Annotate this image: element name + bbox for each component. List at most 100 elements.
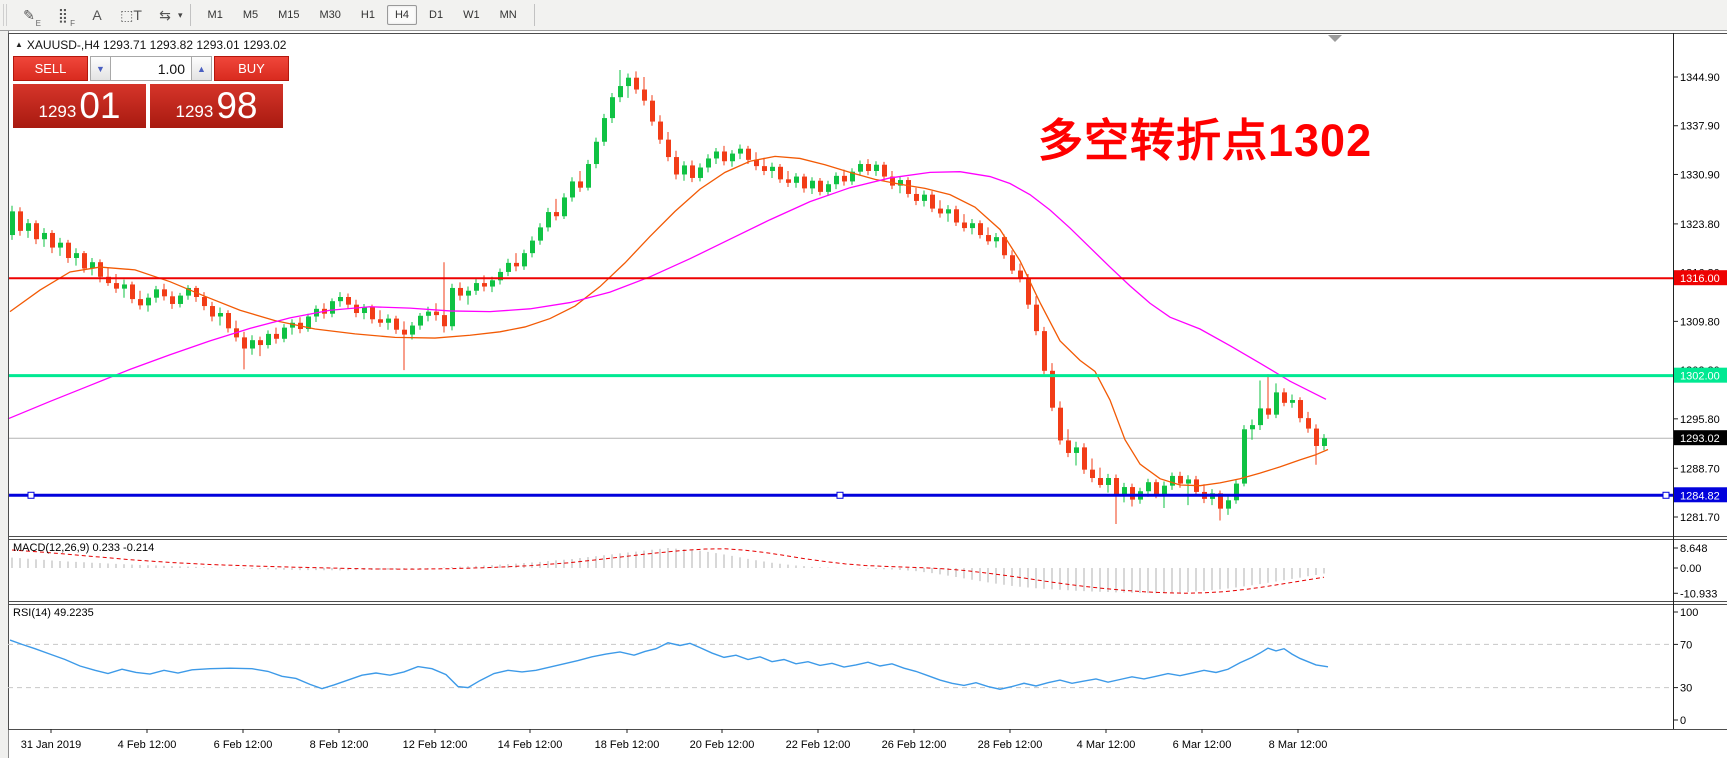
candle [802, 176, 807, 189]
ma-slow-line [7, 171, 1327, 420]
candle [90, 262, 95, 269]
timeframe-button-h1[interactable]: H1 [360, 9, 375, 21]
buy-price-pips: 98 [216, 85, 258, 126]
volume-input[interactable] [111, 56, 191, 81]
candle [994, 237, 999, 242]
line-handle[interactable] [836, 491, 844, 499]
line-handle[interactable] [27, 491, 35, 499]
candle [378, 319, 383, 323]
buy-button[interactable]: BUY [214, 56, 289, 81]
candle [562, 197, 567, 217]
candle [130, 284, 135, 300]
candle [842, 175, 847, 182]
date-axis-label: 4 Mar 12:00 [1077, 739, 1136, 751]
buy-price-display[interactable]: 1293 98 [150, 84, 283, 128]
candle [282, 327, 287, 339]
candle [1074, 447, 1079, 453]
axis-price-flag [1674, 487, 1727, 503]
timeframe-button-d1[interactable]: D1 [429, 9, 444, 21]
candle [1306, 418, 1311, 429]
grid-properties-icon[interactable]: ⣿ F [57, 6, 75, 29]
candle [290, 322, 295, 328]
candle [570, 181, 575, 198]
sell-button[interactable]: SELL [13, 56, 88, 81]
candle [786, 179, 791, 183]
shapes-arrows-icon[interactable]: ⇆ [159, 6, 171, 23]
candle [1314, 428, 1319, 446]
candle [554, 212, 559, 217]
candle [762, 166, 767, 171]
candle [578, 181, 583, 188]
toolbar-grip[interactable] [3, 4, 8, 26]
candle [482, 283, 487, 287]
macd-axis-label: 8.648 [1680, 543, 1708, 555]
candle [674, 157, 679, 175]
timeframe-button-w1[interactable]: W1 [463, 9, 480, 21]
axis-price-flag-text: 1302.00 [1680, 371, 1720, 383]
sell-price-main: 1293 [38, 102, 77, 121]
candle [698, 167, 703, 178]
candle [986, 235, 991, 242]
candle [202, 296, 207, 307]
candle [722, 151, 727, 162]
timeframe-button-h4[interactable]: H4 [386, 5, 418, 25]
draw-style-icon[interactable]: ✎ E [23, 6, 41, 29]
candle [410, 325, 415, 335]
volume-decrease-button[interactable]: ▼ [90, 56, 111, 81]
toolbar-separator [189, 4, 191, 26]
rsi-axis-label: 100 [1680, 607, 1698, 619]
volume-increase-button[interactable]: ▲ [191, 56, 212, 81]
symbol-ohlc-header: ▲ XAUUSD-,H4 1293.71 1293.82 1293.01 1293… [15, 38, 286, 52]
price-axis-label: 1323.80 [1680, 219, 1720, 231]
candle [18, 211, 23, 231]
axis-price-flag [1674, 430, 1727, 446]
price-axis-label: 1281.70 [1680, 512, 1720, 524]
text-label-icon[interactable]: ⬚T [120, 6, 142, 23]
candle [42, 232, 47, 240]
candle [1234, 483, 1239, 501]
timeframe-button-m1[interactable]: M1 [207, 9, 223, 21]
candle [458, 287, 463, 296]
collapse-arrow-icon[interactable]: ▲ [15, 40, 23, 49]
date-axis-label: 20 Feb 12:00 [690, 739, 755, 751]
axis-price-flag [1674, 367, 1727, 383]
timeframe-button-mn[interactable]: MN [499, 9, 517, 21]
candle [1082, 447, 1087, 470]
candle [1226, 500, 1231, 509]
date-axis-label: 14 Feb 12:00 [498, 739, 563, 751]
candle [954, 209, 959, 223]
date-axis-label: 28 Feb 12:00 [978, 739, 1043, 751]
candle [594, 141, 599, 165]
date-axis-label: 12 Feb 12:00 [403, 739, 468, 751]
candle [514, 262, 519, 267]
timeframe-button-m30[interactable]: M30 [319, 9, 341, 21]
line-handle[interactable] [1662, 491, 1670, 499]
chart-canvas[interactable]: 1344.901337.901330.901323.801316.801309.… [0, 31, 1727, 758]
candle [874, 164, 879, 171]
price-axis-label: 1295.80 [1680, 414, 1720, 426]
candle [906, 180, 911, 194]
chart-shift-marker[interactable] [1328, 35, 1342, 42]
candle [26, 223, 31, 231]
date-axis-label: 6 Feb 12:00 [214, 739, 273, 751]
candle [394, 318, 399, 330]
candle [1122, 487, 1127, 495]
sell-price-display[interactable]: 1293 01 [13, 84, 146, 128]
candle [490, 280, 495, 287]
timeframe-button-m5[interactable]: M5 [242, 9, 259, 21]
candle [618, 86, 623, 98]
chart-text-annotation[interactable]: 多空转折点1302 [1038, 115, 1373, 166]
axis-price-flag-text: 1284.82 [1680, 490, 1720, 502]
candle [66, 242, 71, 259]
shapes-dropdown-caret-icon[interactable]: ▾ [178, 9, 183, 20]
candle [1162, 485, 1167, 495]
candle [882, 164, 887, 177]
candle [946, 209, 951, 214]
timeframe-button-m15[interactable]: M15 [278, 9, 300, 21]
candle [1066, 440, 1071, 453]
candle [1322, 438, 1327, 446]
candle [642, 89, 647, 101]
candle [1298, 400, 1303, 419]
text-annotation-icon[interactable]: A [92, 7, 102, 23]
